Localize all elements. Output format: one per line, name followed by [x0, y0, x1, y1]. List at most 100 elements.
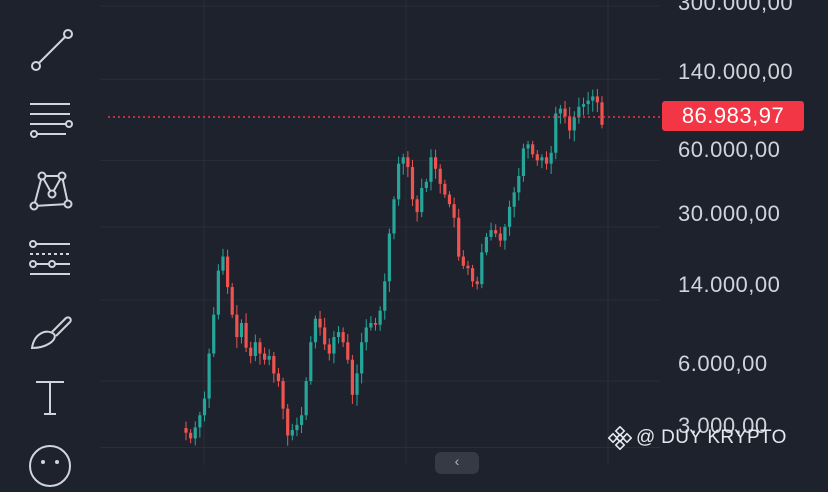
- candle-body: [230, 287, 234, 315]
- candle-body: [494, 230, 498, 234]
- candle-body: [470, 268, 475, 282]
- candle-body: [563, 108, 567, 117]
- candle-body: [447, 194, 452, 205]
- price-axis-label: 60.000,00: [678, 137, 781, 162]
- candle-body: [226, 256, 230, 288]
- brush-icon: [30, 316, 72, 350]
- candle-body: [526, 144, 530, 149]
- patterns-tool[interactable]: [20, 164, 80, 216]
- candle-body: [336, 332, 341, 338]
- candle-body: [286, 408, 290, 436]
- candle-body: [249, 347, 253, 356]
- candle-body: [577, 106, 581, 118]
- candle-body: [397, 163, 401, 200]
- brush-tool[interactable]: [20, 304, 80, 356]
- candle-body: [466, 265, 470, 269]
- candle-body: [304, 381, 308, 416]
- candle-body: [586, 100, 590, 105]
- candle-body: [313, 318, 318, 343]
- candle-body: [549, 152, 553, 164]
- candle-body: [484, 236, 489, 253]
- candle-body: [262, 353, 267, 360]
- candle-body: [591, 96, 595, 101]
- candle-body: [581, 104, 586, 107]
- candle-body: [290, 430, 294, 436]
- price-axis-label: 6.000,00: [678, 351, 768, 376]
- candle-body: [378, 310, 382, 325]
- icons-tool[interactable]: [20, 440, 80, 492]
- emoji-icon: [29, 445, 71, 487]
- candle-body: [323, 327, 327, 345]
- candle-body: [355, 373, 359, 395]
- price-axis-label: 30.000,00: [678, 201, 781, 226]
- candle-body: [253, 342, 257, 356]
- candle-body: [341, 332, 345, 343]
- candle-body: [401, 157, 405, 164]
- watermark: @ DUY KRYPTO: [608, 426, 787, 450]
- candle-body: [360, 342, 364, 374]
- candle-body: [244, 323, 248, 348]
- price-axis-label: 140.000,00: [678, 59, 794, 84]
- candle-body: [373, 323, 378, 325]
- watermark-text: @ DUY KRYPTO: [636, 427, 787, 448]
- text-tool[interactable]: [20, 372, 80, 424]
- candle-body: [480, 252, 484, 285]
- candle-body: [383, 281, 387, 311]
- candle-body: [212, 314, 216, 354]
- candle-body: [239, 323, 244, 338]
- candle-body: [184, 428, 188, 433]
- candle-body: [202, 398, 207, 416]
- candle-body: [369, 323, 373, 328]
- price-axis-label: 300.000,00: [678, 0, 794, 15]
- candle-body: [424, 181, 428, 188]
- candlestick-chart[interactable]: [100, 0, 828, 465]
- candle-body: [498, 233, 502, 241]
- candle-body: [420, 187, 424, 213]
- candle-body: [544, 157, 549, 164]
- candle-body: [350, 359, 354, 395]
- candle-body: [554, 113, 558, 153]
- candle-body: [267, 355, 271, 360]
- candle-body: [327, 344, 331, 354]
- candle-body: [189, 432, 193, 439]
- candle-body: [489, 230, 493, 237]
- candle-body: [332, 337, 336, 354]
- candle-body: [364, 327, 368, 343]
- candle-body: [517, 176, 521, 193]
- candle-body: [531, 144, 535, 155]
- candle-body: [318, 318, 322, 328]
- prediction-tool[interactable]: [20, 234, 80, 286]
- trend-line-tool[interactable]: [20, 24, 80, 76]
- candle-body: [600, 102, 604, 125]
- current-price-label: 86.983,97: [662, 101, 804, 131]
- candle-body: [438, 168, 442, 184]
- candle-body: [443, 183, 447, 195]
- candle-body: [346, 342, 350, 360]
- fib-retracement-tool[interactable]: [20, 94, 80, 146]
- price-axis-label: 14.000,00: [678, 272, 781, 297]
- candle-body: [198, 415, 202, 428]
- candle-body: [207, 353, 211, 399]
- candle-body: [568, 116, 572, 131]
- candle-body: [540, 157, 544, 161]
- candle-body: [406, 157, 410, 168]
- candle-body: [216, 270, 220, 315]
- candle-body: [410, 167, 415, 200]
- candle-body: [309, 342, 313, 382]
- candle-body: [512, 192, 516, 207]
- candle-body: [258, 342, 262, 354]
- candle-body: [595, 96, 599, 103]
- candle-body: [457, 217, 461, 257]
- candle-body: [521, 148, 526, 177]
- candle-body: [415, 199, 419, 213]
- binance-logo-icon: [608, 426, 632, 450]
- chevron-left-icon: ‹: [454, 453, 460, 469]
- candle-body: [193, 427, 197, 439]
- candle-body: [429, 157, 433, 182]
- candle-body: [387, 233, 391, 282]
- candle-body: [507, 206, 512, 227]
- scroll-left-button[interactable]: ‹: [435, 452, 479, 474]
- price-chart[interactable]: 300.000,00 140.000,00 60.000,00 30.000,0…: [100, 0, 828, 465]
- trend-line-icon: [31, 29, 73, 71]
- fib-retracement-icon: [30, 103, 73, 138]
